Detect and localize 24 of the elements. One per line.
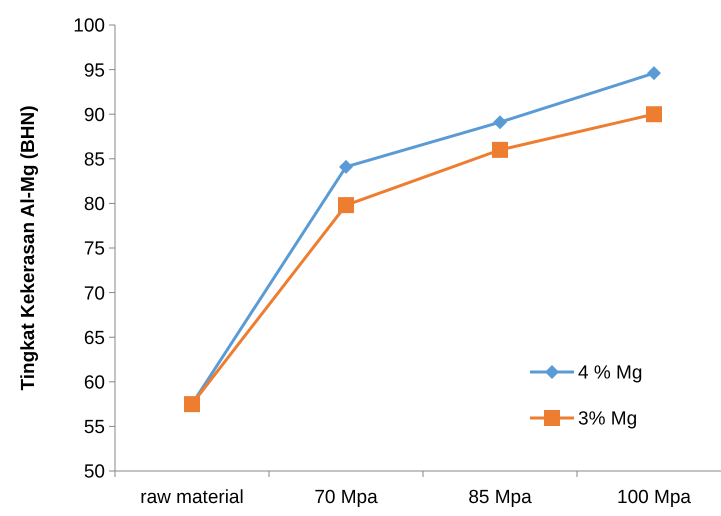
x-tick-label: raw material [140,487,244,508]
point [338,197,354,214]
x-tick-label: 85 Mpa [468,487,532,508]
x-tick-label: 100 Mpa [617,487,692,508]
point [493,115,507,130]
y-tick-label: 75 [84,238,105,260]
y-tick-label: 100 [73,16,105,37]
y-tick-label: 55 [84,417,105,438]
y-tick-label: 90 [84,104,105,126]
legend-label: 3% Mg [578,408,638,430]
y-tick-label: 80 [84,194,105,216]
y-tick-label: 70 [84,283,105,304]
y-tick-label: 50 [84,462,105,483]
point [339,160,353,174]
y-axis-title: Tingkat Kekerasan Al-Mg (BHN) [18,105,39,391]
y-tick-label: 65 [84,328,105,349]
y-tick-label: 95 [84,60,105,82]
legend-label: 4 % Mg [578,362,642,384]
y-tick-label: 85 [84,149,105,170]
point [492,142,508,158]
point [646,106,662,122]
y-tick-label: 60 [84,372,105,394]
x-tick-label: 70 Mpa [314,487,378,508]
point [647,66,661,80]
